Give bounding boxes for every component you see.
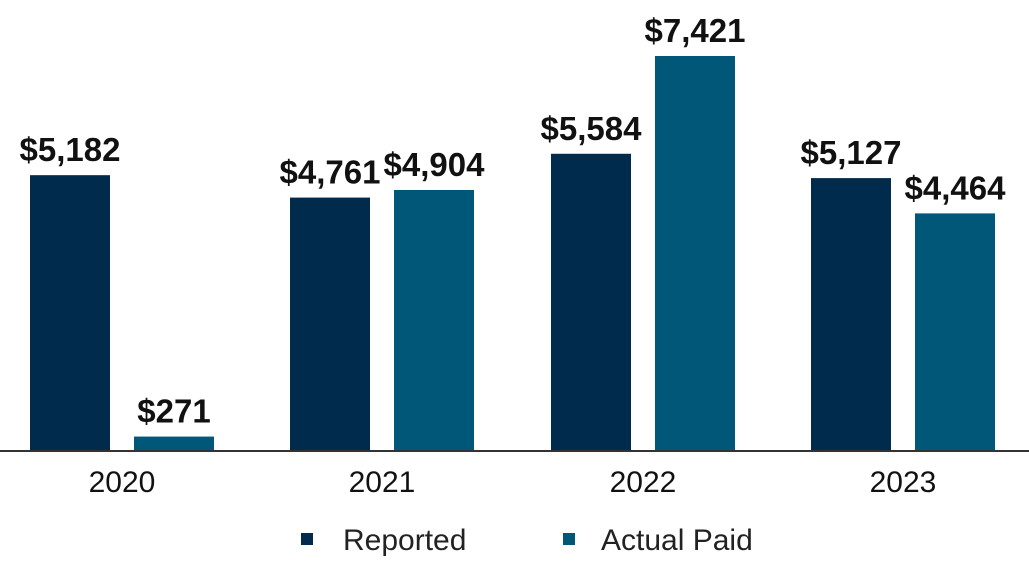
bars-group: [30, 56, 995, 452]
legend-label-actual-paid: Actual Paid: [601, 524, 753, 557]
data-label-reported-2021: $4,761: [280, 154, 381, 191]
value-labels-group: $5,182 $271 $4,761 $4,904 $5,584 $7,421 $5,127…: [20, 12, 1007, 430]
bar-reported-2023: [811, 178, 891, 451]
x-tick-label-2022: 2022: [610, 466, 677, 499]
data-label-actual-paid-2020: $271: [137, 393, 210, 430]
data-label-reported-2023: $5,127: [801, 134, 902, 171]
data-label-actual-paid-2022: $7,421: [645, 12, 746, 49]
data-label-actual-paid-2021: $4,904: [384, 146, 486, 183]
bar-actual-paid-2022: [655, 56, 735, 451]
x-tick-labels-group: 2020 2021 2022 2023: [89, 466, 937, 499]
legend-swatch-reported: [301, 533, 313, 545]
data-label-reported-2020: $5,182: [20, 131, 121, 168]
data-label-actual-paid-2023: $4,464: [905, 169, 1007, 206]
bar-reported-2022: [551, 153, 631, 451]
bar-actual-paid-2021: [394, 189, 474, 451]
bar-reported-2021: [290, 197, 370, 451]
x-tick-label-2021: 2021: [349, 466, 416, 499]
bar-reported-2020: [30, 175, 110, 452]
x-tick-label-2023: 2023: [870, 466, 937, 499]
legend-label-reported: Reported: [343, 524, 466, 557]
legend-swatch-actual-paid: [563, 533, 575, 545]
data-label-reported-2022: $5,584: [541, 110, 643, 147]
legend: Reported Actual Paid: [301, 524, 753, 557]
bar-actual-paid-2023: [915, 213, 995, 451]
x-tick-label-2020: 2020: [89, 466, 156, 499]
bar-actual-paid-2020: [134, 436, 214, 451]
